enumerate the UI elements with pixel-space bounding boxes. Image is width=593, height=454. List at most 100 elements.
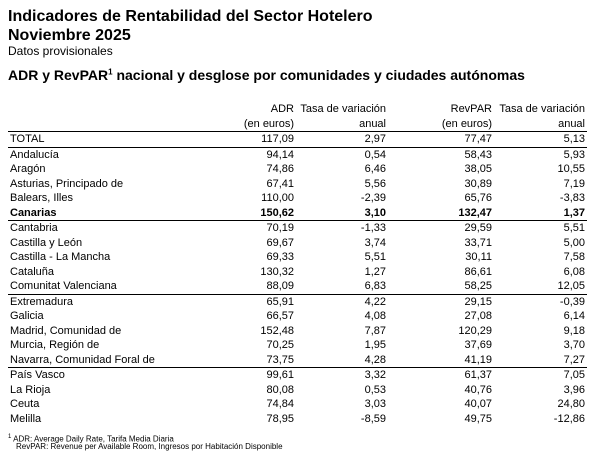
cell-tasa-revpar: -0,39 xyxy=(494,293,587,309)
table-row: Andalucía 94,14 0,54 58,43 5,93 xyxy=(8,147,587,162)
row-label: Comunitat Valenciana xyxy=(10,280,117,292)
table-row: Murcia, Región de 70,25 1,95 37,69 3,70 xyxy=(8,338,587,353)
cell-tasa-revpar: 3,70 xyxy=(563,339,585,351)
cell-adr: 80,08 xyxy=(266,383,294,396)
cell-tasa-adr: -8,59 xyxy=(360,412,386,425)
row-label: Murcia, Región de xyxy=(10,339,100,351)
cell-tasa-adr: 5,56 xyxy=(364,177,386,190)
cell-tasa-revpar: 24,80 xyxy=(557,398,585,410)
cell-tasa-adr: 5,51 xyxy=(364,251,386,263)
cell-revpar: 30,11 xyxy=(465,251,492,263)
header-blank-2 xyxy=(8,116,221,132)
cell-tasa-revpar: 3,96 xyxy=(563,383,585,396)
table-row: Castilla y León 69,67 3,74 33,71 5,00 xyxy=(8,236,587,251)
cell-tasa-revpar: 7,19 xyxy=(563,177,585,190)
cell-adr: 117,09 xyxy=(221,131,296,148)
cell-tasa-adr: 4,22 xyxy=(296,293,388,309)
cell-adr: 73,75 xyxy=(266,353,294,366)
row-label: Castilla - La Mancha xyxy=(10,251,111,263)
cell-tasa-adr: 4,28 xyxy=(364,353,386,366)
cell-tasa-revpar: 10,55 xyxy=(557,163,585,175)
cell-tasa-adr: 3,74 xyxy=(364,236,386,249)
header-row-2: (en euros) anual (en euros) anual xyxy=(8,116,587,132)
header-tasa-revpar-sub: anual xyxy=(494,116,587,132)
row-label: Balears, Illes xyxy=(10,192,73,204)
cell-tasa-revpar: -3,83 xyxy=(559,192,585,204)
cell-tasa-adr: 3,10 xyxy=(296,205,388,221)
footnote-adr: 1 ADR: Average Daily Rate, Tarifa Media … xyxy=(8,432,174,445)
row-label: Navarra, Comunidad Foral de xyxy=(10,353,155,366)
report-subtitle: Datos provisionales xyxy=(8,44,113,58)
table-row: Melilla 78,95 -8,59 49,75 -12,86 xyxy=(8,412,587,427)
cell-tasa-revpar: 7,27 xyxy=(563,353,585,366)
cell-adr: 66,57 xyxy=(266,310,294,322)
cell-revpar: 29,59 xyxy=(388,220,494,236)
cell-tasa-adr: 3,03 xyxy=(364,398,386,410)
cell-revpar: 38,05 xyxy=(464,163,492,175)
table-row: Galicia 66,57 4,08 27,08 6,14 xyxy=(8,309,587,324)
cell-revpar: 40,76 xyxy=(464,383,492,396)
footnote-adr-text: ADR: Average Daily Rate, Tarifa Media Di… xyxy=(13,434,174,444)
header-adr-unit: (en euros) xyxy=(221,116,296,132)
cell-tasa-revpar: 6,08 xyxy=(563,265,585,278)
table-row: Ceuta 74,84 3,03 40,07 24,80 xyxy=(8,397,587,412)
cell-tasa-adr: -1,33 xyxy=(296,220,388,236)
cell-revpar: 41,19 xyxy=(464,353,492,366)
cell-revpar: 65,76 xyxy=(464,192,492,204)
cell-adr: 152,48 xyxy=(260,324,294,337)
cell-tasa-adr: 1,95 xyxy=(364,339,386,351)
cell-tasa-revpar: 5,13 xyxy=(494,131,587,148)
cell-adr: 94,14 xyxy=(266,148,294,161)
row-label: Galicia xyxy=(10,310,44,322)
cell-tasa-revpar: 5,93 xyxy=(563,148,585,161)
heading-text-part1: ADR y RevPAR xyxy=(8,67,109,83)
heading-footnote-marker: 1 xyxy=(108,67,113,77)
cell-revpar: 77,47 xyxy=(388,131,494,148)
cell-tasa-revpar: -12,86 xyxy=(553,412,585,425)
table-row: Comunitat Valenciana 88,09 6,83 58,25 12,05 xyxy=(8,279,587,294)
cell-revpar: 58,25 xyxy=(464,280,492,292)
table-row: Madrid, Comunidad de 152,48 7,87 120,29 9,18 xyxy=(8,324,587,339)
row-label: Madrid, Comunidad de xyxy=(10,324,122,337)
header-revpar-unit: (en euros) xyxy=(388,116,494,132)
cell-tasa-adr: 1,27 xyxy=(364,265,386,278)
cell-adr: 69,67 xyxy=(266,236,294,249)
footnote-revpar: RevPAR: Revenue per Available Room, Ingr… xyxy=(16,442,283,451)
row-label: Asturias, Principado de xyxy=(10,177,124,190)
cell-tasa-revpar: 5,00 xyxy=(563,236,585,249)
cell-revpar: 37,69 xyxy=(464,339,492,351)
header-adr: ADR xyxy=(270,103,294,115)
cell-adr: 74,84 xyxy=(266,398,294,410)
cell-revpar: 120,29 xyxy=(458,324,492,337)
table-row: Canarias 150,62 3,10 132,47 1,37 xyxy=(8,205,587,221)
cell-tasa-adr: 0,53 xyxy=(364,383,386,396)
row-label: TOTAL xyxy=(8,131,221,148)
cell-adr: 69,33 xyxy=(266,251,294,263)
row-label: País Vasco xyxy=(8,367,221,383)
cell-revpar: 27,08 xyxy=(464,310,492,322)
heading-text-part2: nacional y desglose por comunidades y ci… xyxy=(112,67,525,83)
cell-adr: 130,32 xyxy=(260,265,294,278)
cell-tasa-adr: 2,97 xyxy=(296,131,388,148)
header-tasa-adr-sub: anual xyxy=(296,116,388,132)
table-row: Asturias, Principado de 67,41 5,56 30,89 7,1… xyxy=(8,177,587,192)
table-row: Cataluña 130,32 1,27 86,61 6,08 xyxy=(8,265,587,280)
cell-adr: 70,19 xyxy=(221,220,296,236)
header-revpar: RevPAR xyxy=(450,103,492,115)
cell-tasa-revpar: 6,14 xyxy=(563,310,585,322)
cell-revpar: 132,47 xyxy=(388,205,494,221)
table-row: Aragón 74,86 6,46 38,05 10,55 xyxy=(8,162,587,177)
row-label: Cataluña xyxy=(10,265,55,278)
cell-tasa-revpar: 5,51 xyxy=(494,220,587,236)
header-blank xyxy=(8,102,221,117)
cell-revpar: 58,43 xyxy=(464,148,492,161)
table-row: Castilla - La Mancha 69,33 5,51 30,11 7,58 xyxy=(8,250,587,265)
row-label: Castilla y León xyxy=(10,236,83,249)
table-body: TOTAL 117,09 2,97 77,47 5,13 Andalucía 94,14 0,… xyxy=(8,131,587,427)
section-heading: ADR y RevPAR1 nacional y desglose por co… xyxy=(8,66,568,84)
cell-revpar: 86,61 xyxy=(464,265,492,278)
table-row: Cantabria 70,19 -1,33 29,59 5,51 xyxy=(8,220,587,236)
cell-tasa-revpar: 7,58 xyxy=(563,251,585,263)
cell-revpar: 61,37 xyxy=(388,367,494,383)
